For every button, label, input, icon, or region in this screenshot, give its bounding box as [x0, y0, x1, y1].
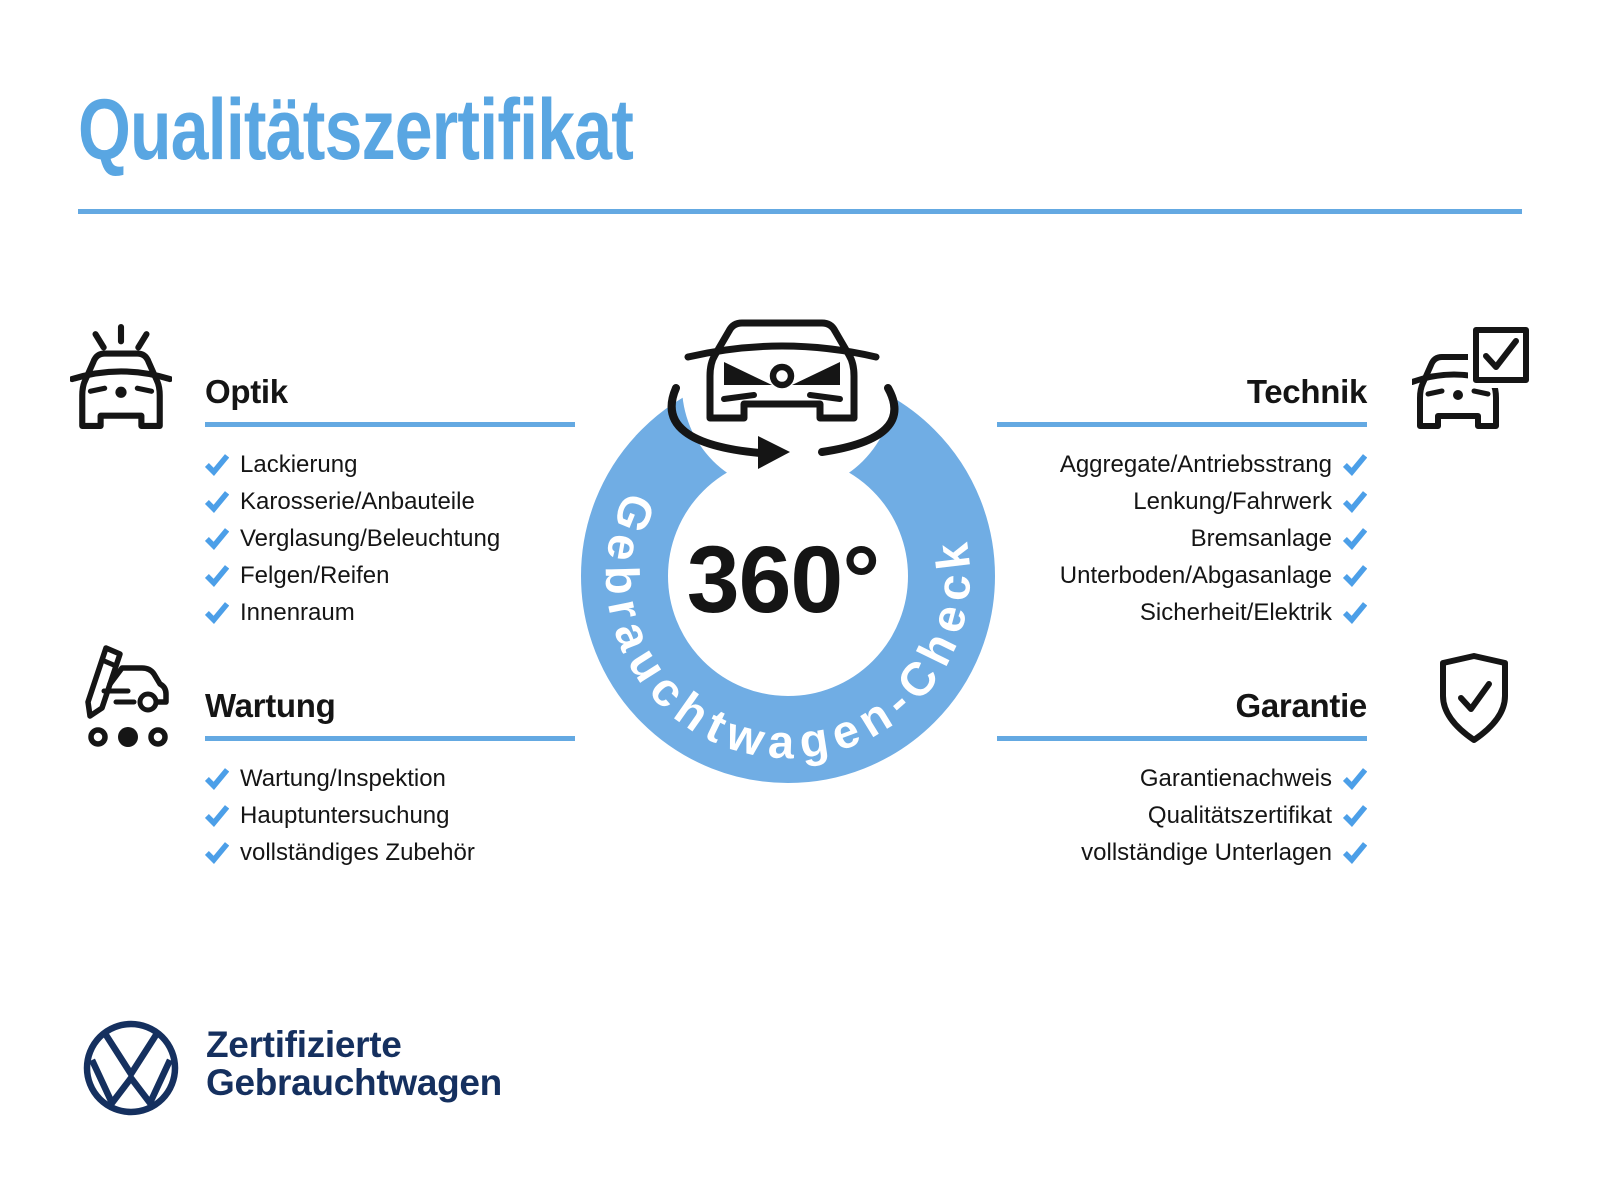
- check-icon: [205, 528, 229, 550]
- car-shine-icon: [70, 324, 172, 429]
- check-icon: [205, 602, 229, 624]
- item-label: Wartung/Inspektion: [240, 764, 446, 792]
- title-divider: [78, 209, 1522, 214]
- garantie-underline: [997, 736, 1367, 741]
- item-label: Qualitätszertifikat: [1147, 801, 1332, 829]
- wartung-underline: [205, 736, 575, 741]
- vw-logo: [83, 1020, 179, 1116]
- item-label: Innenraum: [240, 598, 355, 626]
- list-item: Innenraum: [205, 594, 575, 631]
- badge-360: Gebrauchtwagen-Check 360°: [581, 295, 995, 783]
- section-technik: Technik Aggregate/Antriebsstrang Lenkung…: [997, 372, 1367, 631]
- technik-underline: [997, 422, 1367, 427]
- brand-wordmark: Zertifizierte Gebrauchtwagen: [206, 1026, 502, 1102]
- list-item: Unterboden/Abgasanlage: [997, 557, 1367, 594]
- section-optik: Optik Lackierung Karosserie/Anbauteile V…: [205, 372, 575, 631]
- car-rotation-icon: [667, 319, 899, 469]
- item-label: Aggregate/Antriebsstrang: [1059, 450, 1332, 478]
- list-item: Garantienachweis: [997, 760, 1367, 797]
- list-item: Aggregate/Antriebsstrang: [997, 446, 1367, 483]
- check-icon: [1343, 454, 1367, 476]
- list-item: Lenkung/Fahrwerk: [997, 483, 1367, 520]
- item-label: Sicherheit/Elektrik: [1139, 598, 1332, 626]
- item-label: Lackierung: [240, 450, 358, 478]
- list-item: vollständiges Zubehör: [205, 834, 575, 871]
- garantie-list: Garantienachweis Qualitätszertifikat vol…: [997, 760, 1367, 871]
- check-icon: [1343, 602, 1367, 624]
- section-wartung: Wartung Wartung/Inspektion Hauptuntersuc…: [205, 686, 575, 871]
- check-icon: [1343, 528, 1367, 550]
- check-icon: [1343, 805, 1367, 827]
- section-garantie: Garantie Garantienachweis Qualitätszerti…: [997, 686, 1367, 871]
- badge-center-label: 360°: [687, 527, 880, 633]
- check-icon: [1343, 565, 1367, 587]
- check-icon: [205, 491, 229, 513]
- check-icon: [205, 768, 229, 790]
- item-label: Unterboden/Abgasanlage: [1059, 561, 1332, 589]
- list-item: Sicherheit/Elektrik: [997, 594, 1367, 631]
- page-title: Qualitätszertifikat: [78, 82, 634, 178]
- item-label: Lenkung/Fahrwerk: [1133, 487, 1332, 515]
- check-icon: [205, 842, 229, 864]
- pencil-car-checklist-icon: [85, 645, 169, 747]
- optik-list: Lackierung Karosserie/Anbauteile Verglas…: [205, 446, 575, 631]
- list-item: vollständige Unterlagen: [997, 834, 1367, 871]
- garantie-heading: Garantie: [1235, 687, 1368, 724]
- list-item: Hauptuntersuchung: [205, 797, 575, 834]
- list-item: Verglasung/Beleuchtung: [205, 520, 575, 557]
- list-item: Felgen/Reifen: [205, 557, 575, 594]
- item-label: Bremsanlage: [1190, 524, 1332, 552]
- list-item: Wartung/Inspektion: [205, 760, 575, 797]
- car-checkbox-icon: [1412, 326, 1530, 429]
- technik-heading: Technik: [1246, 373, 1367, 410]
- optik-heading: Optik: [205, 373, 288, 410]
- list-item: Karosserie/Anbauteile: [205, 483, 575, 520]
- list-item: Lackierung: [205, 446, 575, 483]
- list-item: Bremsanlage: [997, 520, 1367, 557]
- shield-check-icon: [1440, 653, 1508, 743]
- list-item: Qualitätszertifikat: [997, 797, 1367, 834]
- item-label: Verglasung/Beleuchtung: [240, 524, 501, 552]
- brand-line1: Zertifizierte: [206, 1024, 402, 1065]
- check-icon: [205, 805, 229, 827]
- item-label: Karosserie/Anbauteile: [240, 487, 475, 515]
- item-label: Garantienachweis: [1139, 764, 1332, 792]
- wartung-list: Wartung/Inspektion Hauptuntersuchung vol…: [205, 760, 575, 871]
- item-label: Felgen/Reifen: [240, 561, 390, 589]
- check-icon: [1343, 768, 1367, 790]
- brand-line2: Gebrauchtwagen: [206, 1062, 502, 1103]
- check-icon: [205, 454, 229, 476]
- check-icon: [205, 565, 229, 587]
- check-icon: [1343, 491, 1367, 513]
- item-label: vollständige Unterlagen: [1081, 838, 1332, 866]
- check-icon: [1343, 842, 1367, 864]
- item-label: vollständiges Zubehör: [240, 838, 475, 866]
- item-label: Hauptuntersuchung: [240, 801, 450, 829]
- optik-underline: [205, 422, 575, 427]
- technik-list: Aggregate/Antriebsstrang Lenkung/Fahrwer…: [997, 446, 1367, 631]
- wartung-heading: Wartung: [205, 687, 336, 724]
